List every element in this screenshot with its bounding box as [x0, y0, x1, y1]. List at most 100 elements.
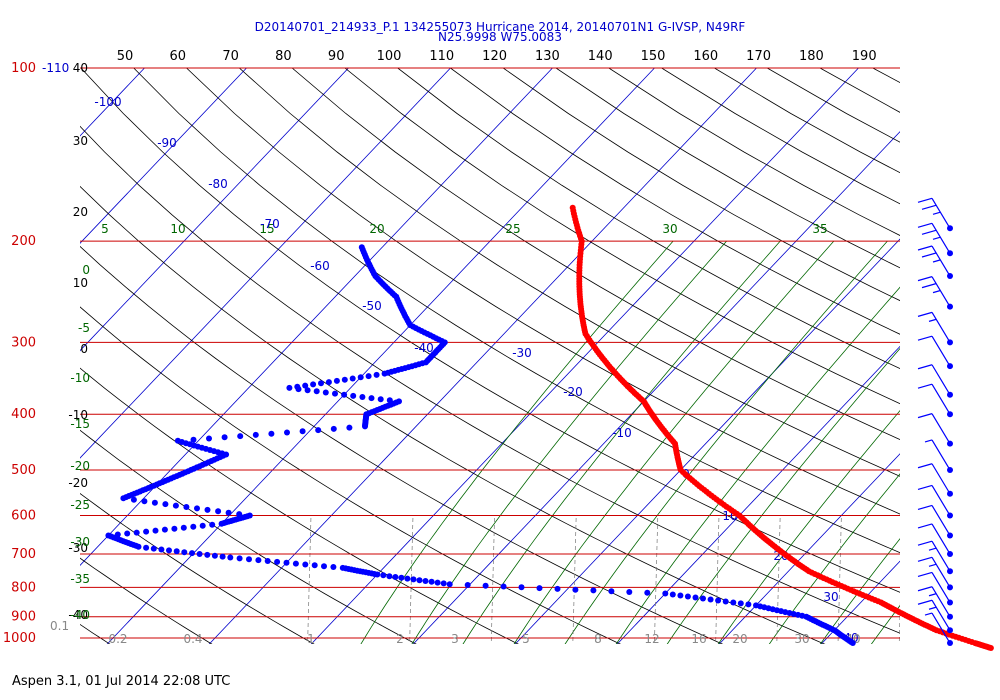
dewpoint-point: [381, 370, 388, 377]
dewpoint-point: [172, 502, 179, 509]
dewpoint-point: [730, 599, 737, 606]
dewpoint-point: [737, 600, 744, 607]
wind-barb-flag: [917, 413, 933, 419]
wind-barb-staff: [931, 335, 951, 367]
wind-barb-flag: [917, 383, 933, 389]
top-scale-label: 120: [482, 49, 507, 64]
dewpoint-point: [684, 593, 691, 600]
dewpoint-point: [135, 543, 142, 550]
dry-adiabat-line: [291, 68, 900, 440]
wind-barb-half-flag: [932, 211, 941, 215]
isotherm-line: [820, 560, 900, 644]
dewpoint-point: [669, 591, 676, 598]
dry-adiabat-line: [397, 68, 900, 370]
moist-adiabat-line: [819, 538, 900, 644]
dewpoint-point: [715, 597, 722, 604]
wind-barb-half-flag: [924, 612, 933, 616]
dewpoint-point: [295, 386, 302, 393]
pressure-label: 100: [11, 61, 36, 76]
dewpoint-point: [536, 585, 543, 592]
wind-barb-staff: [931, 383, 951, 415]
dewpoint-point: [313, 388, 320, 395]
dewpoint-point: [124, 530, 131, 537]
theta-e-label: -20: [70, 459, 90, 473]
dewpoint-point: [446, 581, 453, 588]
dry-adiabat-line: [239, 68, 900, 477]
isotherm-line: [80, 68, 247, 244]
isotherm-label: -60: [310, 259, 330, 273]
wind-barb-flag: [917, 556, 933, 562]
dewpoint-point: [410, 576, 417, 583]
dewpoint-point: [221, 434, 228, 441]
moist-adiabat-label: 5: [101, 222, 109, 236]
wind-barb-flag: [917, 311, 933, 317]
dewpoint-point: [227, 554, 234, 561]
dewpoint-point: [608, 588, 615, 595]
wind-barb-half-flag: [928, 563, 937, 567]
dewpoint-point: [181, 549, 188, 556]
dewpoint-point: [368, 395, 375, 402]
moist-adiabat-line: [462, 240, 781, 644]
dewpoint-point: [204, 506, 211, 513]
dewpoint-point: [180, 524, 187, 531]
dry-adiabat-line: [450, 68, 900, 335]
dewpoint-point: [158, 546, 165, 553]
wind-barb-staff: [931, 540, 951, 572]
dewpoint-point: [428, 578, 435, 585]
isotherm-label: -30: [512, 346, 532, 360]
dewpoint-point: [166, 547, 172, 554]
dry-adiabat-line: [80, 493, 315, 644]
isotherm-label: -50: [362, 299, 382, 313]
moist-adiabat-line: [513, 240, 835, 644]
wind-barb-flag: [917, 484, 933, 491]
isotherm-line: [80, 68, 349, 352]
isotherm-label: -100: [94, 95, 121, 109]
mixing-ratio-line: [776, 515, 781, 644]
pressure-label: 500: [11, 463, 36, 478]
wind-barb-staff: [931, 312, 951, 343]
dry-adiabat-line: [80, 68, 900, 593]
dewpoint-point: [218, 520, 225, 527]
dry-adiabat-line: [80, 125, 900, 634]
potential-temp-label: 20: [73, 205, 88, 219]
potential-temp-label: 30: [73, 134, 88, 148]
isotherm-label: -80: [208, 177, 228, 191]
dewpoint-point: [204, 551, 211, 558]
dewpoint-point: [325, 379, 332, 386]
dry-adiabat-line: [502, 68, 900, 302]
dewpoint-point: [357, 374, 364, 381]
dry-adiabat-line: [80, 245, 724, 644]
dewpoint-point: [554, 585, 561, 592]
potential-temp-label: -40: [68, 608, 88, 622]
moist-adiabat-line: [717, 410, 900, 644]
dewpoint-point: [143, 544, 150, 551]
isotherm-line: [412, 131, 900, 644]
wind-barb-flag: [917, 523, 933, 529]
dewpoint-point: [302, 382, 309, 389]
isotherm-line: [514, 238, 900, 644]
dewpoint-point: [434, 579, 441, 586]
isotherm-label: -40: [414, 341, 434, 355]
moist-adiabat-label: 15: [259, 222, 274, 236]
dewpoint-point: [171, 525, 178, 532]
moist-adiabat-line: [360, 240, 674, 644]
wind-barb-half-flag: [932, 290, 941, 294]
dewpoint-point: [161, 526, 168, 533]
dewpoint-point: [398, 574, 405, 581]
dry-adiabat-line: [186, 68, 900, 515]
mixing-ratio-label: 5: [522, 632, 530, 646]
potential-temp-label: -20: [68, 476, 88, 490]
dewpoint-point: [518, 584, 525, 591]
dewpoint-point: [173, 548, 180, 555]
dewpoint-point: [321, 563, 327, 570]
theta-e-label: -35: [70, 572, 90, 586]
potential-temp-label: -30: [68, 541, 88, 555]
dewpoint-point: [209, 521, 216, 528]
wind-barb-half-flag: [932, 236, 941, 240]
footer-version-timestamp: Aspen 3.1, 01 Jul 2014 22:08 UTC: [12, 674, 231, 689]
wind-barb-staff: [931, 364, 951, 396]
dewpoint-point: [341, 376, 348, 383]
wind-barb-flag: [917, 222, 933, 228]
isotherm-label: -10: [612, 426, 632, 440]
